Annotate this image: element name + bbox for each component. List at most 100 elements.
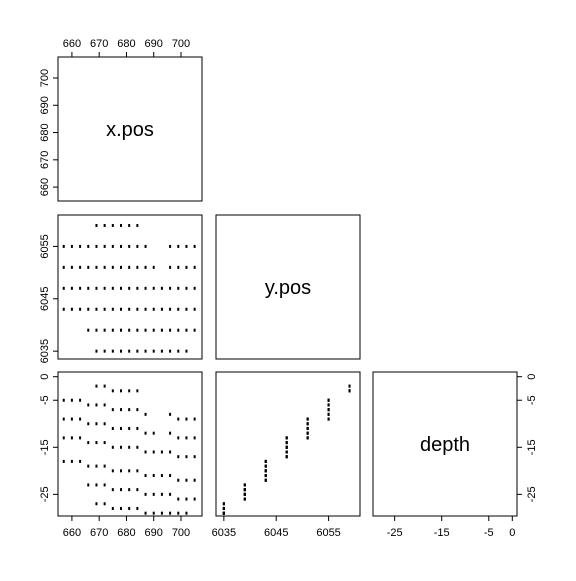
point (264, 464, 267, 468)
point (160, 328, 163, 332)
point (120, 223, 122, 227)
point (193, 455, 196, 459)
point (87, 403, 90, 407)
point (128, 426, 131, 430)
tick-label: -5 (526, 395, 538, 405)
point (348, 389, 351, 393)
point (70, 436, 73, 440)
tick-label: 6055 (316, 527, 340, 539)
point (327, 412, 330, 416)
point (136, 426, 139, 430)
point (152, 474, 155, 478)
point (185, 286, 188, 290)
point (111, 286, 114, 290)
point (185, 497, 188, 501)
point (62, 398, 65, 402)
point (185, 244, 188, 248)
point (185, 417, 188, 421)
point (136, 307, 139, 311)
point (169, 412, 172, 416)
point (193, 265, 196, 269)
point (177, 497, 180, 501)
point (169, 450, 172, 454)
point (136, 244, 139, 248)
point (144, 450, 147, 454)
point (160, 349, 163, 353)
point (177, 417, 180, 421)
point (95, 441, 98, 445)
point (103, 502, 106, 506)
panel-frame (57, 371, 203, 517)
point (120, 408, 122, 412)
tick-label: 660 (63, 38, 81, 50)
point (177, 455, 180, 459)
point (111, 244, 114, 248)
point (79, 417, 82, 421)
point (285, 436, 288, 440)
point (79, 459, 82, 463)
point (177, 511, 180, 515)
point (144, 286, 147, 290)
point (193, 244, 196, 248)
point (120, 506, 122, 510)
point (120, 349, 122, 353)
tick-label: 670 (90, 38, 108, 50)
tick-label: 0 (39, 374, 51, 380)
point (169, 492, 172, 496)
tick-label: 6035 (39, 339, 51, 363)
tick-label: 0 (509, 527, 515, 539)
point (103, 464, 106, 468)
point (185, 328, 188, 332)
point (185, 349, 188, 353)
point (79, 398, 82, 402)
point (144, 349, 147, 353)
point (103, 328, 106, 332)
tick-label: 690 (39, 96, 51, 114)
point (327, 417, 330, 421)
point (144, 412, 147, 416)
point (264, 474, 267, 478)
point (243, 497, 246, 501)
point (120, 445, 122, 449)
point (222, 511, 225, 515)
point (306, 426, 309, 430)
point (193, 417, 196, 421)
point (327, 398, 330, 402)
point (264, 459, 267, 463)
tick-label: 690 (145, 527, 163, 539)
point (144, 431, 147, 435)
point (136, 223, 139, 227)
tick-label: 0 (526, 374, 538, 380)
point (87, 286, 90, 290)
point (144, 244, 147, 248)
point (177, 244, 180, 248)
point (120, 426, 122, 430)
point (120, 244, 122, 248)
point (177, 349, 180, 353)
point (222, 502, 225, 506)
point (136, 286, 139, 290)
point (185, 265, 188, 269)
point (136, 445, 139, 449)
point (103, 307, 106, 311)
point (243, 492, 246, 496)
point (111, 349, 114, 353)
point (169, 307, 172, 311)
point (152, 349, 155, 353)
point (95, 483, 98, 487)
point (152, 511, 155, 515)
point (160, 511, 163, 515)
point (111, 328, 114, 332)
point (62, 265, 65, 269)
point (306, 431, 309, 435)
point (169, 349, 172, 353)
tick-label: -5 (39, 395, 51, 405)
point (103, 349, 106, 353)
point (128, 469, 131, 473)
point (185, 436, 188, 440)
point (136, 408, 139, 412)
point (87, 244, 90, 248)
point (95, 223, 98, 227)
tick-label: -15 (39, 439, 51, 455)
point (285, 450, 288, 454)
